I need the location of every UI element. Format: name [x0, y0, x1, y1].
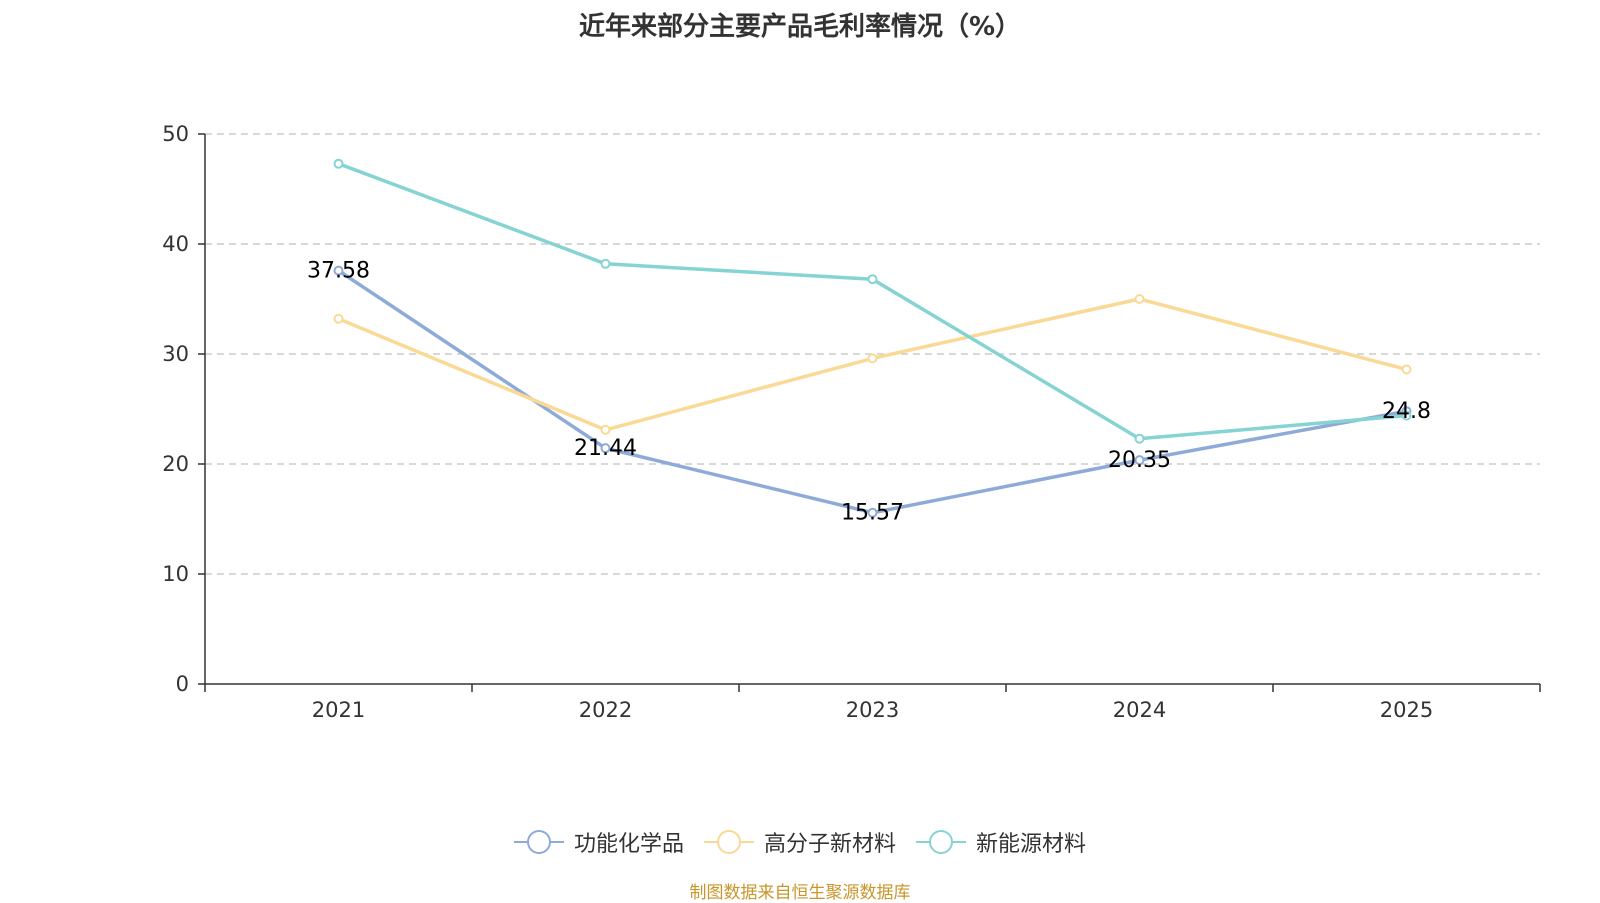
series-line-1: [337, 297, 1407, 432]
legend-line-circle-icon: [513, 830, 564, 854]
data-point: [600, 443, 611, 454]
legend-line-circle-icon: [703, 830, 754, 854]
legend-label: 新能源材料: [976, 832, 1087, 857]
x-tick-label: 2023: [846, 698, 899, 722]
data-label: 20.35: [1108, 448, 1171, 473]
x-tick-label: 2022: [579, 698, 632, 722]
y-tick-label: 10: [162, 562, 189, 586]
legend-item-polymer-materials[interactable]: 高分子新材料: [703, 826, 896, 858]
data-point: [867, 274, 878, 285]
y-tick-label: 50: [162, 122, 189, 146]
data-point: [333, 265, 344, 276]
data-label: 21.44: [574, 436, 637, 461]
y-tick-label: 20: [162, 452, 189, 476]
axes: [204, 134, 1540, 685]
data-point: [333, 313, 344, 324]
x-axis-ticks: 2021 2022 2023 2024 2025: [204, 684, 1541, 722]
data-label: 15.57: [841, 501, 904, 526]
series-lines: [337, 162, 1407, 515]
data-point: [1134, 433, 1145, 444]
legend-line-circle-icon: [916, 830, 966, 854]
data-labels: 37.58 21.44 15.57 20.35 24.8: [307, 259, 1431, 526]
source-note: 制图数据来自恒生聚源数据库: [689, 883, 911, 903]
chart-title: 近年来部分主要产品毛利率情况（%）: [578, 12, 1022, 42]
series-line-2: [337, 162, 1407, 441]
data-point: [600, 258, 611, 269]
legend-item-new-energy-materials[interactable]: 新能源材料: [916, 826, 1086, 858]
legend-label: 功能化学品: [573, 832, 684, 857]
data-point: [867, 507, 878, 518]
series-points: [333, 158, 1412, 518]
data-point: [600, 424, 611, 435]
y-tick-label: 40: [162, 232, 189, 256]
x-tick-label: 2021: [312, 698, 365, 722]
legend: 功能化学品 高分子新材料 新能源材料: [0, 826, 1600, 858]
x-tick-label: 2025: [1380, 698, 1433, 722]
legend-label: 高分子新材料: [763, 832, 896, 857]
series-line-0: [337, 269, 1407, 515]
data-point: [1401, 410, 1412, 421]
y-axis-ticks: 0 10 20 30 40 50: [162, 122, 205, 696]
data-point: [1134, 455, 1145, 466]
data-point: [867, 353, 878, 364]
x-tick-label: 2024: [1113, 698, 1166, 722]
data-label: 24.8: [1382, 399, 1431, 424]
data-point: [1134, 294, 1145, 304]
legend-item-functional-chemicals[interactable]: 功能化学品: [513, 826, 684, 858]
y-tick-label: 0: [176, 672, 189, 696]
y-tick-label: 30: [162, 342, 189, 366]
data-point: [1401, 364, 1412, 375]
data-point: [333, 158, 344, 169]
data-label: 37.58: [307, 259, 370, 284]
